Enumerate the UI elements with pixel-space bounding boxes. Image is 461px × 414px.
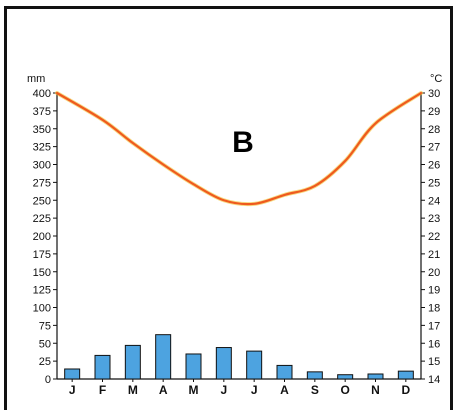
precip-bar: [397, 370, 414, 380]
left-tick-label: 125: [33, 285, 51, 297]
left-tick-label: 175: [33, 249, 51, 261]
chart-title: B: [232, 126, 254, 159]
left-tick-label: 150: [33, 267, 51, 279]
right-tick-label: 25: [428, 177, 440, 189]
month-label: J: [251, 383, 258, 397]
right-tick-label: 14: [428, 374, 440, 386]
month-label: F: [99, 383, 106, 397]
month-label: J: [69, 383, 76, 397]
month-label: S: [311, 383, 319, 397]
left-tick-label: 400: [33, 88, 51, 100]
month-label: A: [280, 383, 289, 397]
right-tick-label: 24: [428, 195, 440, 207]
precip-bar: [64, 368, 81, 380]
left-tick-label: 325: [33, 142, 51, 154]
right-tick-label: 29: [428, 106, 440, 118]
precip-bar: [215, 347, 232, 380]
right-tick-label: 21: [428, 249, 440, 261]
left-tick-label: 350: [33, 124, 51, 136]
left-tick-label: 225: [33, 213, 51, 225]
right-tick-label: 16: [428, 338, 440, 350]
left-tick-label: 275: [33, 177, 51, 189]
left-tick-label: 200: [33, 231, 51, 243]
left-tick-label: 25: [39, 356, 51, 368]
precip-bar: [124, 344, 141, 380]
right-axis-unit: °C: [430, 73, 442, 85]
right-tick-label: 19: [428, 285, 440, 297]
left-tick-label: 75: [39, 320, 51, 332]
precip-bar: [306, 371, 323, 380]
precip-bar: [155, 334, 172, 380]
left-tick-label: 300: [33, 160, 51, 172]
right-tick-label: 18: [428, 303, 440, 315]
precip-bar: [367, 373, 384, 380]
right-tick-label: 23: [428, 213, 440, 225]
right-tick-label: 26: [428, 160, 440, 172]
right-tick-label: 20: [428, 267, 440, 279]
month-label: N: [371, 383, 380, 397]
left-tick-label: 250: [33, 195, 51, 207]
precip-bar: [246, 350, 263, 380]
temperature-line: [55, 91, 423, 206]
month-label: O: [340, 383, 349, 397]
precip-bar: [337, 374, 354, 380]
chart-frame: [4, 6, 453, 410]
right-tick-label: 28: [428, 124, 440, 136]
right-tick-label: 17: [428, 320, 440, 332]
left-tick-label: 50: [39, 338, 51, 350]
right-tick-label: 22: [428, 231, 440, 243]
left-tick-label: 375: [33, 106, 51, 118]
month-label: M: [128, 383, 138, 397]
right-tick-label: 27: [428, 142, 440, 154]
precip-bar: [185, 353, 202, 380]
month-label: D: [401, 383, 410, 397]
right-tick-label: 30: [428, 88, 440, 100]
precip-bar: [276, 364, 293, 380]
month-label: M: [189, 383, 199, 397]
left-axis-unit: mm: [27, 73, 45, 85]
precip-bar: [94, 354, 111, 380]
month-label: A: [159, 383, 168, 397]
month-label: J: [220, 383, 227, 397]
right-tick-label: 15: [428, 356, 440, 368]
plot-area: 0 25 50 75 100 125 150 175 200 225 250 275 300 325 350…: [33, 88, 441, 397]
left-tick-label: 100: [33, 303, 51, 315]
left-tick-label: 0: [45, 374, 51, 386]
